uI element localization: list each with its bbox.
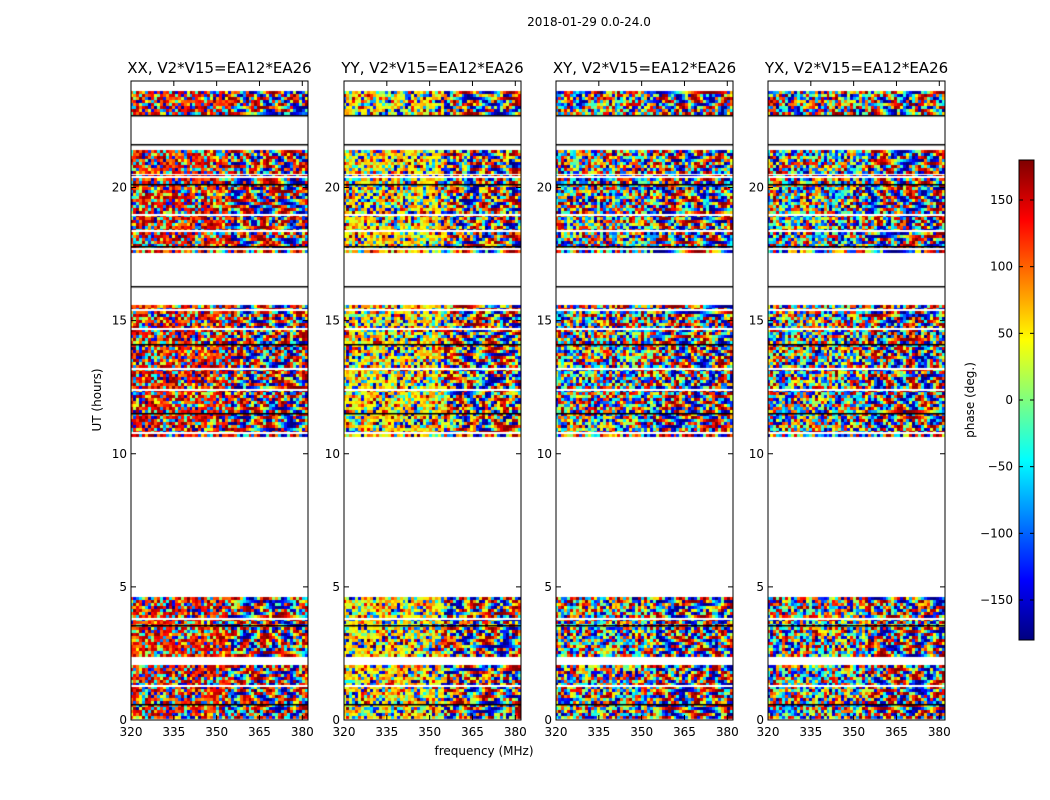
x-tick-label: 380 — [504, 725, 527, 739]
panel-title: YY, V2*V15=EA12*EA26 — [340, 59, 523, 77]
x-tick-label: 350 — [205, 725, 228, 739]
panel-3: YX, V2*V15=EA12*EA26 320 335 350 365 380 0 5 10 1… — [749, 59, 951, 739]
x-tick-label: 380 — [291, 725, 314, 739]
x-tick-label: 320 — [333, 725, 356, 739]
x-tick-label: 335 — [162, 725, 185, 739]
panel-title: YX, V2*V15=EA12*EA26 — [764, 59, 948, 77]
colorbar-label: phase (deg.) — [963, 362, 977, 438]
x-tick-label: 365 — [248, 725, 271, 739]
y-tick-label: 20 — [537, 181, 552, 195]
x-tick-label: 335 — [375, 725, 398, 739]
y-tick-label: 20 — [112, 181, 127, 195]
colorbar-tick-label: 0 — [1005, 393, 1013, 407]
y-tick-label: 15 — [749, 314, 764, 328]
colorbar-tick-label: −50 — [988, 460, 1013, 474]
panel-0: XX, V2*V15=EA12*EA26 320 335 350 365 380 0 5 10 1… — [112, 59, 314, 739]
y-tick-label: 15 — [537, 314, 552, 328]
x-tick-label: 365 — [885, 725, 908, 739]
panel-1: YY, V2*V15=EA12*EA26 320 335 350 365 380 0 5 10 1… — [325, 59, 527, 739]
y-tick-label: 10 — [325, 447, 340, 461]
panel-title: XY, V2*V15=EA12*EA26 — [553, 59, 736, 77]
x-tick-label: 350 — [418, 725, 441, 739]
panel-heatmap — [344, 81, 521, 720]
y-axis-label: UT (hours) — [90, 368, 104, 431]
panel-title: XX, V2*V15=EA12*EA26 — [127, 59, 311, 77]
x-axis-label: frequency (MHz) — [434, 744, 533, 758]
y-tick-label: 10 — [112, 447, 127, 461]
y-tick-label: 0 — [756, 713, 764, 727]
colorbar-tick-label: −150 — [980, 593, 1013, 607]
colorbar-tick-label: 50 — [998, 326, 1013, 340]
panel-2: XY, V2*V15=EA12*EA26 320 335 350 365 380 0 5 10 1… — [537, 59, 739, 739]
panel-frame — [555, 80, 734, 721]
y-tick-label: 0 — [544, 713, 552, 727]
panel-heatmap — [768, 81, 945, 720]
y-tick-label: 20 — [325, 181, 340, 195]
colorbar-tick-label: 100 — [990, 260, 1013, 274]
x-tick-label: 380 — [716, 725, 739, 739]
x-tick-label: 335 — [587, 725, 610, 739]
x-tick-label: 350 — [842, 725, 865, 739]
x-tick-label: 380 — [928, 725, 951, 739]
colorbar-tick-label: −100 — [980, 526, 1013, 540]
colorbar-tick-label: 150 — [990, 193, 1013, 207]
y-tick-label: 15 — [325, 314, 340, 328]
x-tick-label: 365 — [673, 725, 696, 739]
y-tick-label: 20 — [749, 181, 764, 195]
x-tick-label: 335 — [799, 725, 822, 739]
y-tick-label: 10 — [749, 447, 764, 461]
y-tick-label: 0 — [332, 713, 340, 727]
panel-frame — [767, 80, 946, 721]
panel-heatmap — [131, 81, 308, 720]
x-tick-label: 320 — [757, 725, 780, 739]
panels-group: XX, V2*V15=EA12*EA26 320 335 350 365 380 0 5 10 1… — [112, 59, 951, 739]
y-tick-label: 15 — [112, 314, 127, 328]
y-tick-label: 0 — [119, 713, 127, 727]
x-tick-label: 320 — [545, 725, 568, 739]
y-tick-label: 10 — [537, 447, 552, 461]
panel-frame — [130, 80, 309, 721]
y-tick-label: 5 — [756, 580, 764, 594]
x-tick-label: 365 — [461, 725, 484, 739]
y-tick-label: 5 — [332, 580, 340, 594]
colorbar: 150 100 50 0 −50 −100 −150 — [980, 159, 1035, 641]
panel-frame — [343, 80, 522, 721]
x-tick-label: 320 — [120, 725, 143, 739]
panel-heatmap — [556, 81, 733, 720]
x-tick-label: 350 — [630, 725, 653, 739]
figure-suptitle: 2018-01-29 0.0-24.0 — [527, 15, 651, 29]
y-tick-label: 5 — [119, 580, 127, 594]
y-tick-label: 5 — [544, 580, 552, 594]
